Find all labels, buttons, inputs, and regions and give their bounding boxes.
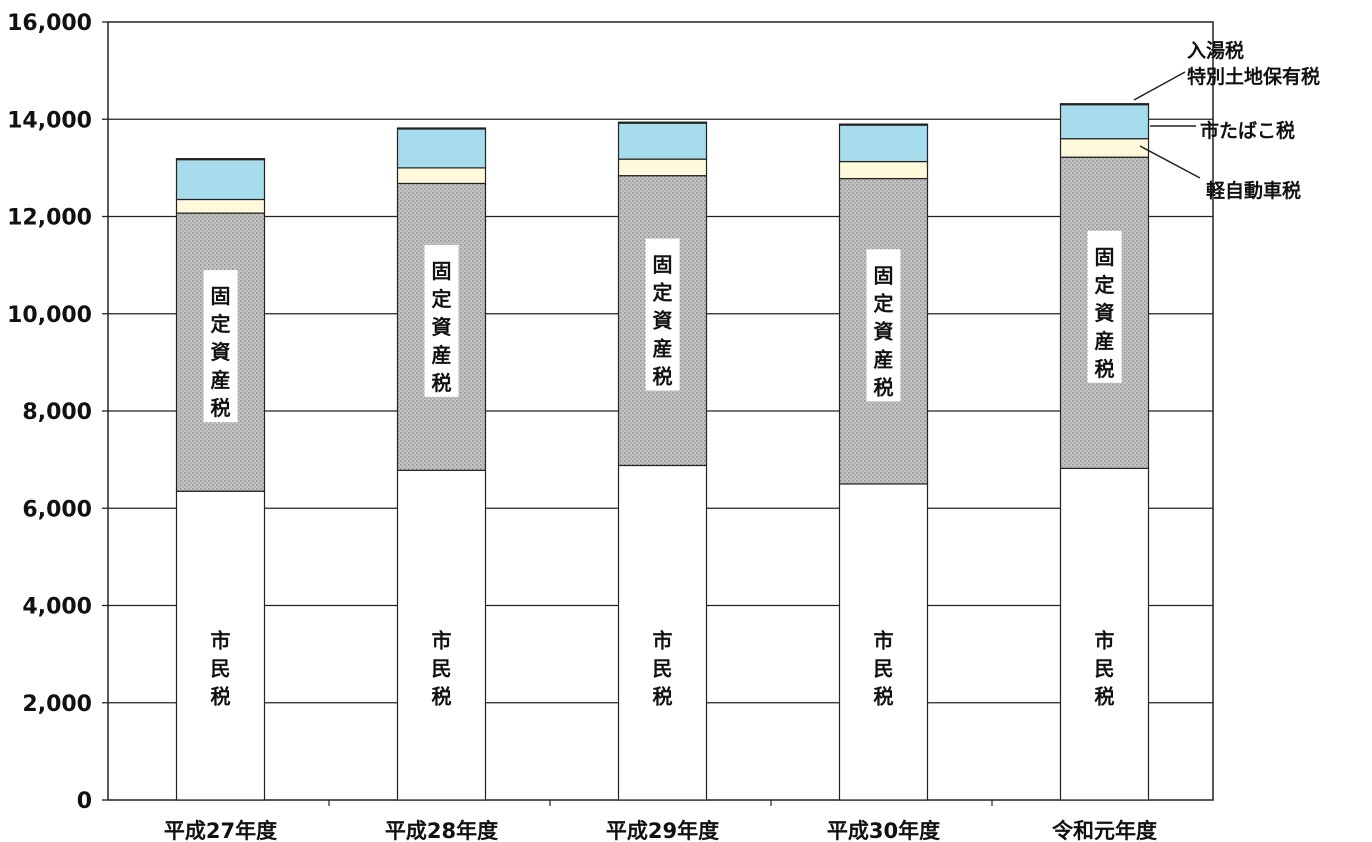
segment-label-char: 税	[653, 685, 673, 709]
x-category-label: 平成29年度	[606, 819, 719, 842]
segment-label-char: 資	[874, 319, 894, 343]
bar-segment	[617, 158, 708, 177]
bar-segment	[617, 464, 708, 801]
bar-segment	[838, 483, 929, 801]
bar-segment	[175, 159, 266, 201]
segment-label-char: 産	[211, 368, 231, 392]
segment-label-char: 資	[1095, 301, 1115, 325]
segment-label-char: 税	[874, 685, 894, 709]
segment-label-box	[645, 238, 680, 391]
legend-label-tabako: 市たばこ税	[1200, 119, 1295, 142]
bar-segment	[396, 127, 487, 130]
leader-line-nyuto	[1133, 71, 1186, 101]
segment-label-box	[203, 270, 238, 423]
x-category-label: 令和元年度	[1052, 819, 1157, 842]
segment-label-char: 民	[211, 657, 231, 681]
bar-segment	[1059, 104, 1150, 140]
segment-label-char: 資	[211, 340, 231, 364]
bar-segment	[396, 167, 487, 185]
segment-label-box	[1087, 230, 1122, 383]
legend-label-keijidosha: 軽自動車税	[1206, 179, 1301, 202]
bar-segment	[1059, 467, 1150, 801]
segment-label-char: 産	[1095, 329, 1115, 353]
legend-label-tokubetsu: 特別土地保有税	[1187, 65, 1320, 88]
y-axis-ticks: 0 2,000 4,000 6,000 8,000 10,000 12,000 14,000 1…	[7, 11, 92, 814]
bar-segment	[1059, 138, 1150, 158]
y-tick-label: 6,000	[22, 497, 92, 522]
segment-label-char: 定	[432, 287, 452, 311]
y-tick-label: 8,000	[22, 400, 92, 425]
bar-segment	[175, 198, 266, 214]
segment-label-char: 税	[874, 375, 894, 399]
bar-segment	[838, 123, 929, 126]
segment-label-char: 固	[874, 263, 894, 287]
segment-label-char: 市	[1095, 629, 1115, 653]
y-tick-label: 0	[77, 789, 92, 814]
segment-label-char: 税	[211, 685, 231, 709]
segment-label-char: 固	[653, 253, 673, 277]
segment-label-char: 産	[874, 347, 894, 371]
x-category-label: 平成27年度	[164, 819, 277, 842]
bar-segment	[1059, 103, 1150, 106]
segment-label-char: 税	[211, 396, 231, 420]
legend: 入湯税 特別土地保有税 市たばこ税 軽自動車税	[1133, 39, 1320, 202]
bar-segment	[396, 469, 487, 801]
y-tick-label: 2,000	[22, 692, 92, 717]
bar-segment	[175, 490, 266, 801]
y-tick-label: 10,000	[7, 303, 92, 328]
legend-label-nyuto: 入湯税	[1187, 39, 1244, 62]
leader-line-keijidosha	[1139, 145, 1201, 179]
segment-label-char: 民	[653, 657, 673, 681]
segment-label-char: 資	[653, 309, 673, 333]
segment-label-char: 産	[653, 337, 673, 361]
x-axis-labels: 平成27年度 平成28年度 平成29年度 平成30年度 令和元年度	[164, 800, 1157, 842]
segment-label-char: 税	[432, 685, 452, 709]
y-tick-label: 4,000	[22, 595, 92, 620]
bar-segment	[617, 121, 708, 124]
bar-segment	[617, 122, 708, 160]
bar-segment	[175, 158, 266, 161]
segment-label-char: 固	[1095, 245, 1115, 269]
segment-label-box	[424, 244, 459, 397]
x-category-label: 平成28年度	[385, 819, 498, 842]
segment-label-char: 民	[1095, 657, 1115, 681]
segment-label-char: 民	[432, 657, 452, 681]
bar-segment	[396, 128, 487, 169]
x-category-label: 平成30年度	[827, 819, 940, 842]
y-tick-label: 12,000	[7, 206, 92, 231]
segment-label-char: 市	[653, 629, 673, 653]
segment-label-char: 定	[1095, 273, 1115, 297]
y-tick-label: 14,000	[7, 108, 92, 133]
segment-label-char: 固	[211, 284, 231, 308]
segment-label-char: 市	[432, 629, 452, 653]
segment-label-char: 税	[653, 365, 673, 389]
segment-label-char: 定	[874, 291, 894, 315]
segment-label-char: 市	[211, 629, 231, 653]
segment-label-char: 資	[432, 315, 452, 339]
segment-label-char: 定	[653, 281, 673, 305]
segment-label-char: 市	[874, 629, 894, 653]
segment-label-char: 定	[211, 312, 231, 336]
segment-label-char: 税	[1095, 685, 1115, 709]
bar-segment	[838, 124, 929, 163]
y-tick-label: 16,000	[7, 11, 92, 36]
bar-segment	[838, 160, 929, 180]
segment-label-char: 税	[1095, 357, 1115, 381]
segment-label-char: 民	[874, 657, 894, 681]
segment-label-char: 産	[432, 343, 452, 367]
segment-label-char: 税	[432, 371, 452, 395]
segment-label-box	[866, 249, 901, 402]
segment-label-char: 固	[432, 259, 452, 283]
